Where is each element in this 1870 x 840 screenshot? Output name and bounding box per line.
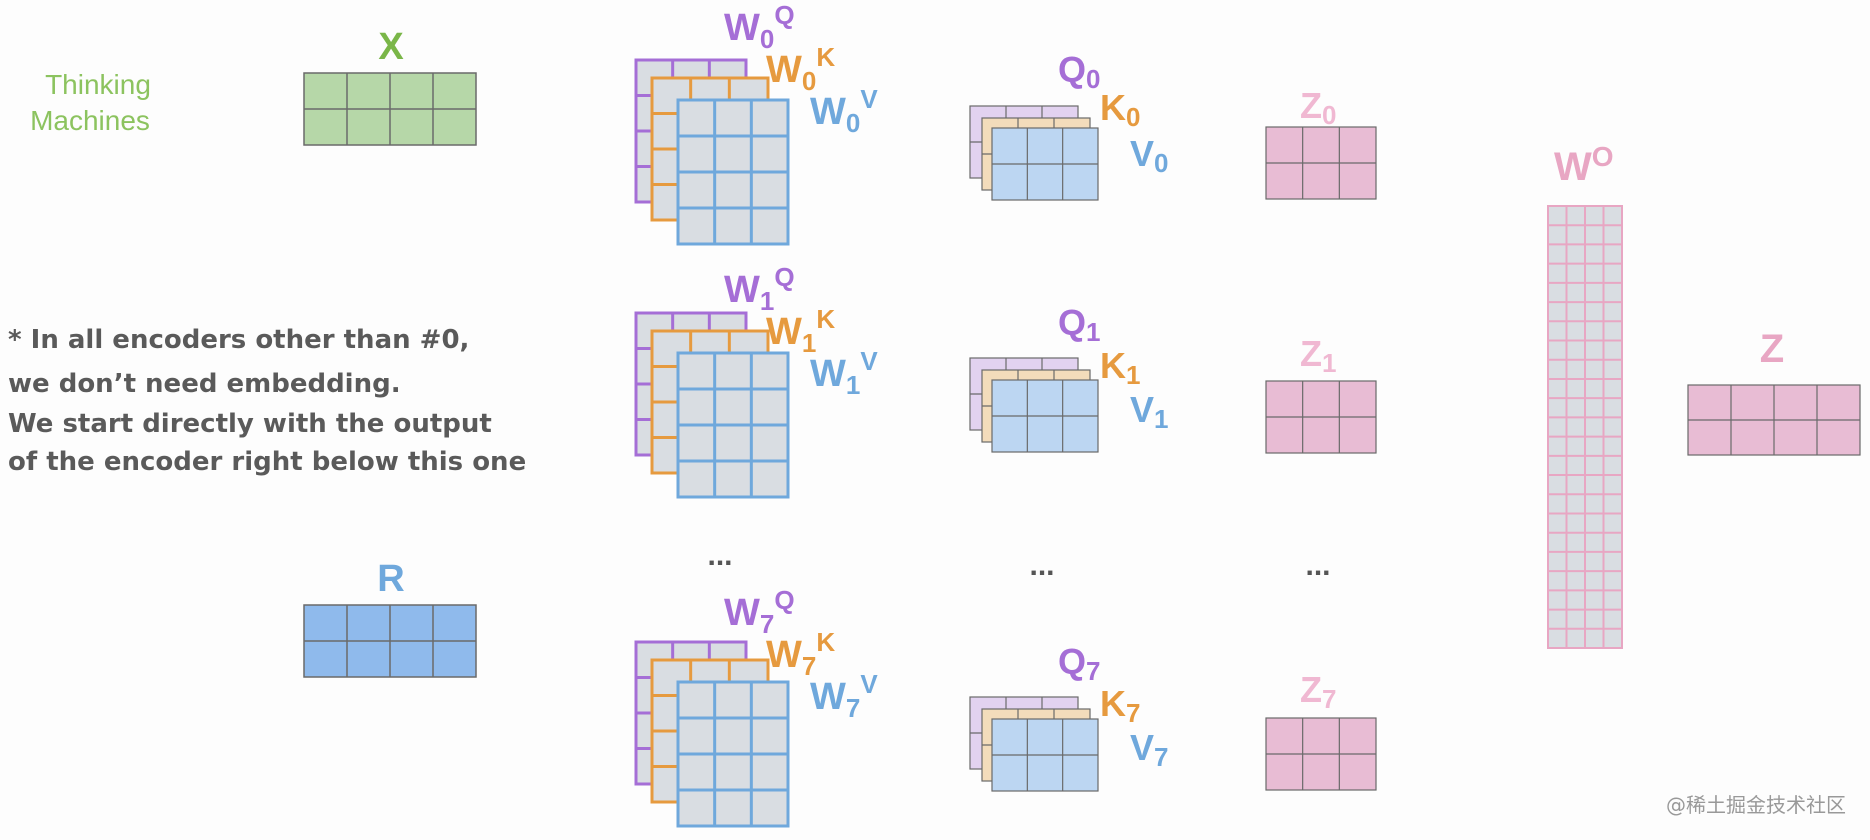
z-0-label: Z0 — [1300, 85, 1336, 130]
x-label: X — [378, 26, 404, 68]
wk-7-label: W7K — [766, 627, 835, 681]
head-7-labels: W7Q W7K W7V Q7 K7 V7 Z7 — [724, 585, 1336, 772]
note-line-4: of the encoder right below this one — [8, 447, 526, 477]
v-7-label: V7 — [1130, 727, 1168, 772]
wq-1-label: W1Q — [724, 262, 795, 316]
k-7-label: K7 — [1100, 683, 1140, 728]
head-1-labels: W1Q W1K W1V Q1 K1 V1 Z1 — [724, 262, 1336, 434]
r-matrix — [303, 604, 477, 678]
diagram-shapes — [303, 58, 1861, 828]
ellipsis-weights: ... — [707, 539, 732, 572]
v-1-label: V1 — [1130, 389, 1168, 434]
q-1-label: Q1 — [1058, 302, 1100, 347]
wv-1-matrix — [676, 351, 790, 499]
ellipsis-group: ... ... ... — [707, 539, 1330, 582]
k-0-label: K0 — [1100, 87, 1140, 132]
wo-label: WO — [1554, 141, 1614, 189]
v-7-matrix — [991, 718, 1099, 792]
wq-7-label: W7Q — [724, 585, 795, 639]
v-0-matrix — [991, 127, 1099, 201]
q-0-label: Q0 — [1058, 49, 1100, 94]
k-1-label: K1 — [1100, 345, 1140, 390]
note-block: * In all encoders other than #0, we don’… — [8, 325, 526, 477]
z-7-matrix — [1265, 717, 1377, 791]
input-sentence-line1: Thinking — [45, 69, 151, 100]
r-label: R — [377, 558, 404, 600]
wk-1-label: W1K — [766, 304, 835, 358]
ellipsis-qkv: ... — [1029, 549, 1054, 582]
x-matrix — [303, 72, 477, 146]
wv-7-label: W7V — [810, 669, 878, 723]
wv-0-label: W0V — [810, 84, 878, 138]
wq-0-label: W0Q — [724, 0, 795, 54]
q-7-label: Q7 — [1058, 641, 1100, 686]
z-0-matrix — [1265, 126, 1377, 200]
wk-0-label: W0K — [766, 42, 835, 96]
head-0-labels: W0Q W0K W0V Q0 K0 V0 Z0 — [724, 0, 1336, 178]
z-output-matrix — [1687, 384, 1861, 456]
v-0-label: V0 — [1130, 133, 1168, 178]
ellipsis-z: ... — [1305, 549, 1330, 582]
note-line-3: We start directly with the output — [8, 409, 492, 439]
watermark: @稀土掘金技术社区 — [1666, 793, 1846, 817]
v-1-matrix — [991, 379, 1099, 453]
z-output-label: Z — [1760, 327, 1784, 371]
z-1-label: Z1 — [1300, 333, 1336, 378]
wv-1-label: W1V — [810, 346, 878, 400]
z-7-label: Z7 — [1300, 669, 1336, 714]
input-sentence-line2: Machines — [30, 105, 150, 136]
wv-0-matrix — [676, 98, 790, 246]
wo-matrix — [1547, 205, 1623, 649]
wv-7-matrix — [676, 680, 790, 828]
z-1-matrix — [1265, 380, 1377, 454]
note-line-1: * In all encoders other than #0, — [8, 325, 469, 355]
note-line-2: we don’t need embedding. — [8, 369, 401, 399]
